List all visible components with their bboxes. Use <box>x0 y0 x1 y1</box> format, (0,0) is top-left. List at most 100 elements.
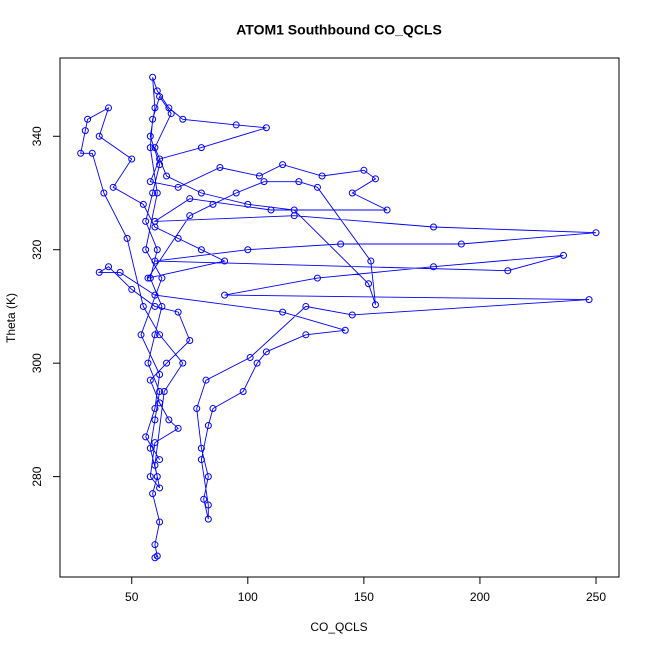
data-point <box>209 200 217 208</box>
data-line <box>80 77 597 559</box>
data-point <box>318 172 326 180</box>
data-point <box>202 376 210 384</box>
data-point <box>146 473 154 481</box>
y-tick-label: 280 <box>30 466 44 486</box>
data-point <box>156 155 164 163</box>
data-point <box>174 424 182 432</box>
data-point <box>360 166 368 174</box>
data-point <box>216 163 224 171</box>
data-point <box>197 144 205 152</box>
chart-title: ATOM1 Southbound CO_QCLS <box>236 22 442 38</box>
data-point <box>151 439 159 447</box>
data-point <box>151 416 159 424</box>
data-point <box>151 302 159 310</box>
data-point <box>95 268 103 276</box>
data-point <box>144 274 152 282</box>
data-point <box>504 267 512 275</box>
data-point <box>146 132 154 140</box>
data-point <box>149 490 157 498</box>
data-point <box>197 246 205 254</box>
data-point <box>267 206 275 214</box>
data-point <box>139 302 147 310</box>
data-point <box>144 359 152 367</box>
data-point <box>146 274 154 282</box>
data-point <box>221 257 229 265</box>
y-tick-label: 320 <box>30 239 44 259</box>
data-point <box>457 240 465 248</box>
data-point <box>149 73 157 81</box>
data-point <box>204 515 212 523</box>
data-point <box>232 189 240 197</box>
data-point <box>585 296 593 304</box>
data-point <box>151 331 159 339</box>
data-point <box>174 183 182 191</box>
data-point <box>302 302 310 310</box>
data-point <box>197 456 205 464</box>
x-tick-label: 100 <box>238 590 258 604</box>
data-point <box>204 473 212 481</box>
data-point <box>313 183 321 191</box>
data-point <box>246 353 254 361</box>
data-point <box>149 115 157 123</box>
data-point <box>156 388 164 396</box>
data-point <box>204 422 212 430</box>
data-point <box>137 331 145 339</box>
data-point <box>151 541 159 549</box>
data-point <box>253 359 261 367</box>
data-point <box>197 444 205 452</box>
data-point <box>151 144 159 152</box>
data-point <box>239 388 247 396</box>
data-point <box>592 229 600 237</box>
data-point <box>128 155 136 163</box>
data-point <box>116 268 124 276</box>
data-point <box>260 178 268 186</box>
data-point <box>146 376 154 384</box>
data-point <box>341 326 349 334</box>
data-point <box>156 456 164 464</box>
x-axis-label: CO_QCLS <box>310 620 367 634</box>
data-point <box>109 183 117 191</box>
data-point <box>186 212 194 220</box>
data-point <box>95 132 103 140</box>
data-point <box>348 189 356 197</box>
y-tick-label: 300 <box>30 353 44 373</box>
data-point <box>295 178 303 186</box>
data-point <box>158 274 166 282</box>
x-tick-label: 200 <box>470 590 490 604</box>
data-point <box>165 104 173 112</box>
data-point <box>146 144 154 152</box>
data-point <box>244 200 252 208</box>
data-point <box>337 240 345 248</box>
data-point <box>262 124 270 132</box>
data-point <box>365 280 373 288</box>
data-point <box>151 257 159 265</box>
data-point <box>149 189 157 197</box>
data-point <box>221 291 229 299</box>
data-point <box>371 175 379 183</box>
data-point <box>560 251 568 259</box>
data-point <box>156 484 164 492</box>
data-point <box>81 127 89 135</box>
data-point <box>179 359 187 367</box>
data-point <box>430 223 438 231</box>
data-point <box>105 104 113 112</box>
data-point <box>151 405 159 413</box>
data-point <box>430 263 438 271</box>
x-tick-label: 250 <box>586 590 606 604</box>
data-point <box>151 291 159 299</box>
data-point <box>371 301 379 309</box>
data-point <box>156 93 164 101</box>
data-point <box>156 518 164 526</box>
data-point <box>348 311 356 319</box>
data-point <box>255 172 263 180</box>
x-tick-label: 50 <box>125 590 139 604</box>
data-point <box>153 473 161 481</box>
data-point <box>179 115 187 123</box>
data-point <box>167 110 175 118</box>
data-point <box>88 149 96 157</box>
data-point <box>165 416 173 424</box>
data-point <box>158 302 166 310</box>
data-point <box>151 223 159 231</box>
